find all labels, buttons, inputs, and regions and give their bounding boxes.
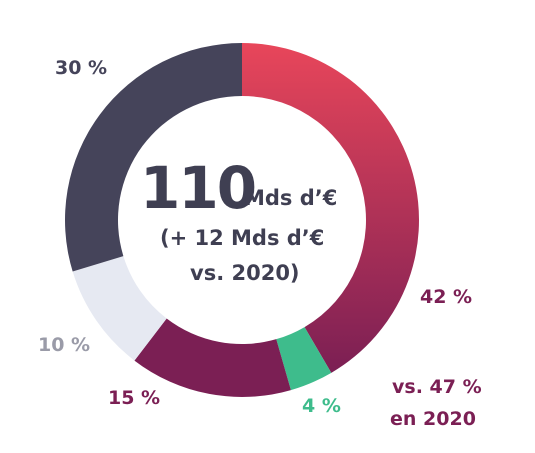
center-value: 110 <box>140 154 255 222</box>
slice-label-10: 10 % <box>38 334 90 356</box>
annotation-line1: vs. 47 % <box>392 376 482 398</box>
donut-slices <box>64 43 420 397</box>
slice-30 <box>64 43 242 272</box>
slice-42 <box>242 43 420 373</box>
center-line3: vs. 2020) <box>190 261 300 285</box>
center-label: 110 Mds d’€ (+ 12 Mds d’€ vs. 2020) <box>140 154 337 285</box>
slice-15 <box>134 318 291 397</box>
slice-label-15: 15 % <box>108 387 160 409</box>
slice-label-42: 42 % <box>420 286 472 308</box>
center-line2: (+ 12 Mds d’€ <box>160 226 324 250</box>
slice-label-4: 4 % <box>302 395 341 417</box>
slice-label-30: 30 % <box>55 57 107 79</box>
center-unit: Mds d’€ <box>244 186 337 210</box>
slice-10 <box>72 256 167 361</box>
slice-4 <box>276 327 332 391</box>
annotation-line2: en 2020 <box>390 408 476 430</box>
